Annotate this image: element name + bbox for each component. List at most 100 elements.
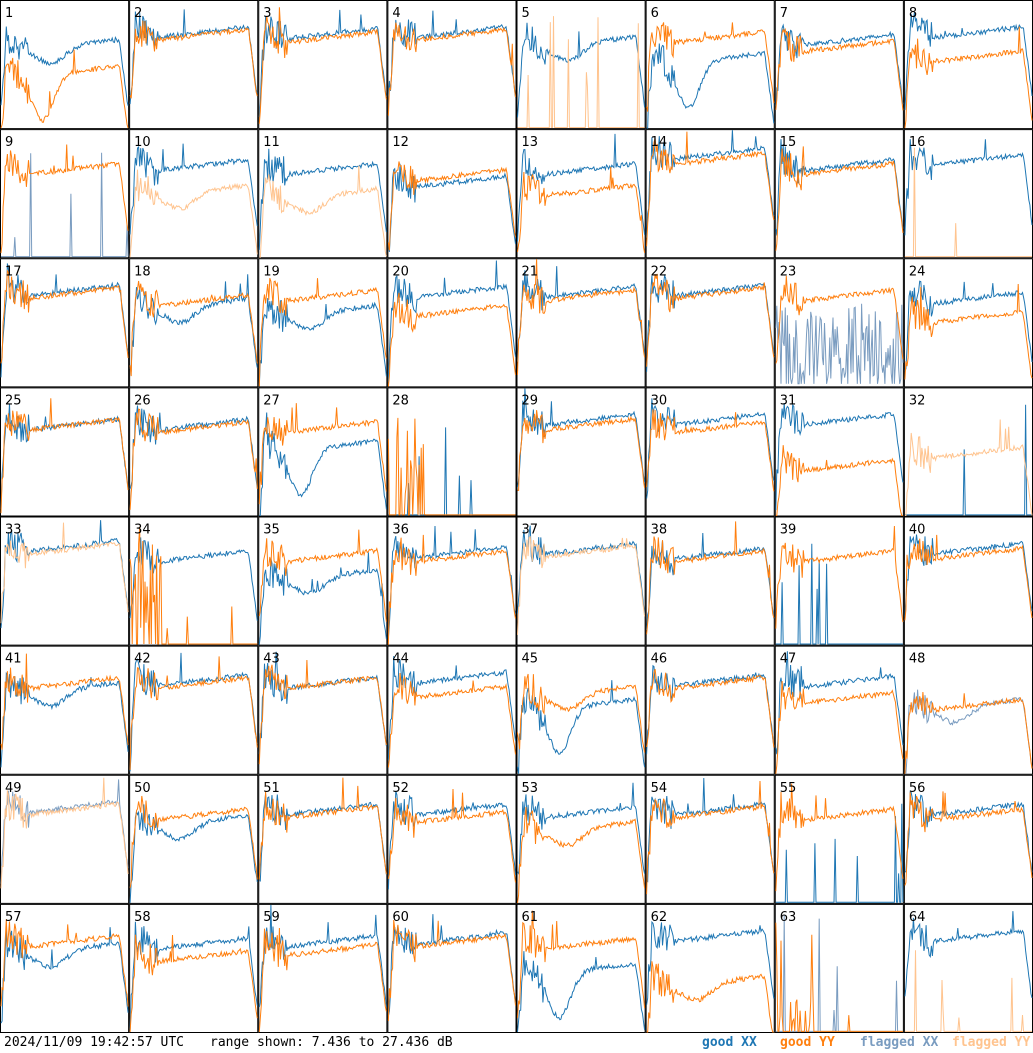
panel-label: 11 (263, 135, 280, 150)
series-xx (904, 791, 1033, 873)
panel-label: 62 (651, 910, 668, 925)
series-yy (517, 806, 646, 903)
series-yy (904, 791, 1033, 886)
panel-frame (516, 774, 646, 904)
panel-58: 58 (129, 903, 259, 1033)
series-yy (258, 777, 387, 880)
panel-38: 38 (645, 516, 775, 646)
panel-frame (129, 387, 259, 517)
series-yy (904, 283, 1033, 380)
panel-label: 23 (780, 264, 797, 279)
series-xx (775, 543, 903, 645)
panel-label: 6 (651, 6, 659, 21)
series-yy (646, 131, 775, 247)
panel-22: 22 (645, 258, 775, 388)
series-yy (0, 777, 129, 889)
panel-25: 25 (0, 387, 130, 517)
panel-1: 1 (0, 0, 130, 130)
series-yy (646, 409, 775, 492)
panel-52: 52 (387, 774, 517, 904)
series-xx (129, 921, 258, 1030)
range-shown: range shown: 7.436 to 27.436 dB (210, 1035, 453, 1050)
panel-3: 3 (258, 0, 388, 130)
series-yy (258, 403, 387, 505)
series-yy (258, 529, 387, 622)
series-xx (517, 22, 646, 118)
panel-label: 4 (392, 6, 400, 21)
series-yy (0, 522, 129, 624)
series-yy (646, 780, 775, 895)
panel-frame (645, 774, 775, 904)
panel-label: 3 (263, 6, 271, 21)
legend-good-yy: good YY (780, 1035, 835, 1050)
panel-label: 56 (909, 781, 926, 796)
panel-9: 9 (0, 129, 130, 259)
series-xx (775, 803, 904, 903)
panel-17: 17 (0, 258, 130, 388)
series-yy (387, 534, 516, 645)
panel-34: 34 (129, 516, 259, 646)
series-xx (129, 804, 258, 903)
panel-label: 10 (134, 135, 151, 150)
series-yy (0, 919, 129, 1007)
series-yy (775, 922, 903, 1032)
series-xx (646, 398, 775, 499)
panel-frame (129, 258, 259, 388)
series-yy (646, 22, 775, 112)
panel-label: 18 (134, 264, 151, 279)
panel-label: 53 (522, 781, 539, 796)
panel-label: 55 (780, 781, 797, 796)
panel-51: 51 (258, 774, 388, 904)
series-yy (517, 167, 646, 253)
series-xx (775, 651, 904, 755)
series-xx (517, 951, 646, 1033)
panel-frame (387, 903, 517, 1033)
panel-label: 25 (5, 393, 22, 408)
panel-8: 8 (903, 0, 1033, 130)
panel-48: 48 (903, 645, 1033, 775)
panel-frame (0, 0, 130, 130)
panel-label: 50 (134, 781, 151, 796)
series-yy (517, 535, 646, 635)
panel-label: 44 (392, 652, 409, 667)
timestamp: 2024/11/09 19:42:57 UTC (4, 1035, 185, 1050)
panel-frame (387, 516, 517, 646)
series-yy (387, 292, 516, 387)
panel-40: 40 (903, 516, 1033, 646)
panel-37: 37 (516, 516, 646, 646)
panel-2: 2 (129, 0, 259, 130)
series-xx (646, 43, 775, 129)
series-xx (387, 10, 516, 98)
panel-frame (774, 645, 904, 775)
panel-41: 41 (0, 645, 130, 775)
panel-frame (0, 129, 130, 259)
panel-frame (258, 0, 388, 130)
panel-label: 51 (263, 781, 280, 796)
panel-label: 32 (909, 393, 926, 408)
series-xx (904, 12, 1033, 111)
panel-18: 18 (129, 258, 259, 388)
panel-15: 15 (774, 129, 904, 259)
panel-label: 27 (263, 393, 280, 408)
panel-64: 64 (903, 903, 1033, 1033)
panel-label: 39 (780, 523, 797, 538)
panel-label: 16 (909, 135, 926, 150)
panel-frame (258, 774, 388, 904)
series-yy (0, 653, 129, 750)
panel-label: 2 (134, 6, 142, 21)
panel-24: 24 (903, 258, 1033, 388)
panel-label: 26 (134, 393, 151, 408)
panel-frame (774, 129, 904, 259)
panel-12: 12 (387, 129, 517, 259)
panel-35: 35 (258, 516, 388, 646)
series-xx (129, 652, 258, 772)
series-yy (775, 146, 904, 251)
panel-62: 62 (645, 903, 775, 1033)
panel-label: 22 (651, 264, 668, 279)
series-yy (775, 680, 904, 774)
panel-label: 37 (522, 523, 539, 538)
panel-frame (516, 0, 646, 130)
series-xx (258, 298, 387, 387)
series-xx (387, 656, 516, 761)
panel-23: 23 (774, 258, 904, 388)
